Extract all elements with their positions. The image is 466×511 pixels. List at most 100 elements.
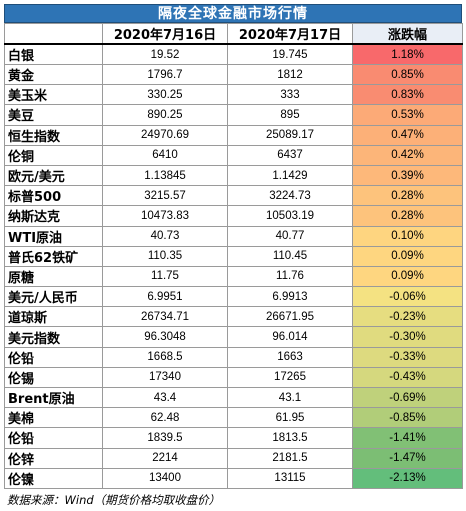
row-name: 纳斯达克 (4, 205, 103, 227)
row-value-date-2: 1812 (227, 63, 353, 86)
table-row: 美元/人民币 6.9951 6.9913 -0.06% (4, 286, 463, 308)
row-change: 0.53% (352, 104, 463, 126)
market-table: 2020年7月16日 2020年7月17日 涨跌幅 白银 19.52 19.745 1… (4, 23, 463, 489)
row-value-date-2: 25089.17 (227, 124, 353, 146)
row-name: 白银 (4, 43, 103, 65)
row-value-date-2: 96.014 (227, 326, 353, 348)
table-row: 美元指数 96.3048 96.014 -0.30% (4, 326, 463, 348)
row-change: -0.69% (352, 386, 463, 409)
header-change: 涨跌幅 (352, 23, 463, 45)
row-change: -0.30% (352, 326, 463, 348)
row-name: 普氏62铁矿 (4, 245, 103, 267)
row-value-date-2: 61.95 (227, 407, 353, 429)
row-name: 伦铅 (4, 427, 103, 449)
row-change: 0.85% (352, 63, 463, 86)
row-name: 原糖 (4, 265, 103, 288)
row-change: 0.10% (352, 225, 463, 247)
row-value-date-2: 1.1429 (227, 164, 353, 187)
row-change: -0.85% (352, 407, 463, 429)
table-row: 伦铅 1839.5 1813.5 -1.41% (4, 427, 463, 449)
row-name: 伦锌 (4, 447, 103, 469)
row-change: -1.41% (352, 427, 463, 449)
table-row: 道琼斯 26734.71 26671.95 -0.23% (4, 306, 463, 328)
row-name: 伦镍 (4, 467, 103, 489)
row-value-date-1: 62.48 (102, 407, 228, 429)
row-value-date-1: 3215.57 (102, 185, 228, 207)
row-value-date-1: 40.73 (102, 225, 228, 247)
table-body: 白银 19.52 19.745 1.18% 黄金 1796.7 1812 0.85% 美玉米 33… (4, 43, 463, 489)
row-value-date-1: 19.52 (102, 43, 228, 65)
row-value-date-2: 1663 (227, 346, 353, 368)
row-change: 1.18% (352, 43, 463, 65)
row-name: 黄金 (4, 63, 103, 86)
row-change: 0.09% (352, 265, 463, 288)
row-name: 美元/人民币 (4, 286, 103, 308)
market-table-container: 隔夜全球金融市场行情 2020年7月16日 2020年7月17日 涨跌幅 白银 1… (4, 4, 463, 508)
table-row: 恒生指数 24970.69 25089.17 0.47% (4, 124, 463, 146)
row-value-date-1: 1.13845 (102, 164, 228, 187)
row-value-date-1: 10473.83 (102, 205, 228, 227)
row-value-date-2: 895 (227, 104, 353, 126)
row-change: 0.42% (352, 144, 463, 166)
row-change: -0.33% (352, 346, 463, 368)
row-name: 标普500 (4, 185, 103, 207)
table-row: 美棉 62.48 61.95 -0.85% (4, 407, 463, 429)
row-name: 恒生指数 (4, 124, 103, 146)
table-row: 伦锡 17340 17265 -0.43% (4, 366, 463, 389)
row-name: 伦锡 (4, 366, 103, 389)
row-value-date-2: 3224.73 (227, 185, 353, 207)
header-date-1: 2020年7月16日 (102, 23, 228, 45)
table-row: 伦镍 13400 13115 -2.13% (4, 467, 463, 489)
table-row: 白银 19.52 19.745 1.18% (4, 43, 463, 65)
header-name (4, 23, 103, 45)
table-title: 隔夜全球金融市场行情 (4, 4, 462, 23)
row-change: -0.23% (352, 306, 463, 328)
row-value-date-2: 1813.5 (227, 427, 353, 449)
row-change: 0.28% (352, 185, 463, 207)
row-change: 0.09% (352, 245, 463, 267)
row-change: -0.06% (352, 286, 463, 308)
table-row: 欧元/美元 1.13845 1.1429 0.39% (4, 164, 463, 187)
row-value-date-2: 6.9913 (227, 286, 353, 308)
table-row: 伦锌 2214 2181.5 -1.47% (4, 447, 463, 469)
row-name: 欧元/美元 (4, 164, 103, 187)
table-row: 纳斯达克 10473.83 10503.19 0.28% (4, 205, 463, 227)
row-value-date-2: 11.76 (227, 265, 353, 288)
row-value-date-1: 1796.7 (102, 63, 228, 86)
header-row: 2020年7月16日 2020年7月17日 涨跌幅 (4, 23, 463, 45)
row-value-date-2: 2181.5 (227, 447, 353, 469)
table-row: 伦铅 1668.5 1663 -0.33% (4, 346, 463, 368)
row-value-date-2: 19.745 (227, 43, 353, 65)
row-value-date-1: 24970.69 (102, 124, 228, 146)
row-value-date-1: 1839.5 (102, 427, 228, 449)
header-date-2: 2020年7月17日 (227, 23, 353, 45)
row-change: -0.43% (352, 366, 463, 389)
row-value-date-2: 6437 (227, 144, 353, 166)
table-row: Brent原油 43.4 43.1 -0.69% (4, 386, 463, 409)
row-value-date-1: 26734.71 (102, 306, 228, 328)
row-value-date-2: 333 (227, 84, 353, 106)
row-change: -1.47% (352, 447, 463, 469)
table-row: 美豆 890.25 895 0.53% (4, 104, 463, 126)
row-name: 美玉米 (4, 84, 103, 106)
source-note: 数据来源：Wind（期货价格均取收盘价） (7, 492, 221, 507)
row-value-date-1: 1668.5 (102, 346, 228, 368)
row-value-date-2: 40.77 (227, 225, 353, 247)
row-value-date-1: 17340 (102, 366, 228, 389)
row-value-date-2: 10503.19 (227, 205, 353, 227)
row-change: 0.83% (352, 84, 463, 106)
table-row: WTI原油 40.73 40.77 0.10% (4, 225, 463, 247)
row-name: 美棉 (4, 407, 103, 429)
row-value-date-1: 110.35 (102, 245, 228, 267)
row-value-date-1: 11.75 (102, 265, 228, 288)
row-change: 0.28% (352, 205, 463, 227)
row-value-date-2: 43.1 (227, 386, 353, 409)
table-row: 黄金 1796.7 1812 0.85% (4, 63, 463, 86)
row-value-date-1: 890.25 (102, 104, 228, 126)
row-value-date-1: 96.3048 (102, 326, 228, 348)
row-change: 0.47% (352, 124, 463, 146)
table-row: 伦铜 6410 6437 0.42% (4, 144, 463, 166)
table-row: 标普500 3215.57 3224.73 0.28% (4, 185, 463, 207)
row-value-date-1: 6.9951 (102, 286, 228, 308)
row-name: 伦铜 (4, 144, 103, 166)
